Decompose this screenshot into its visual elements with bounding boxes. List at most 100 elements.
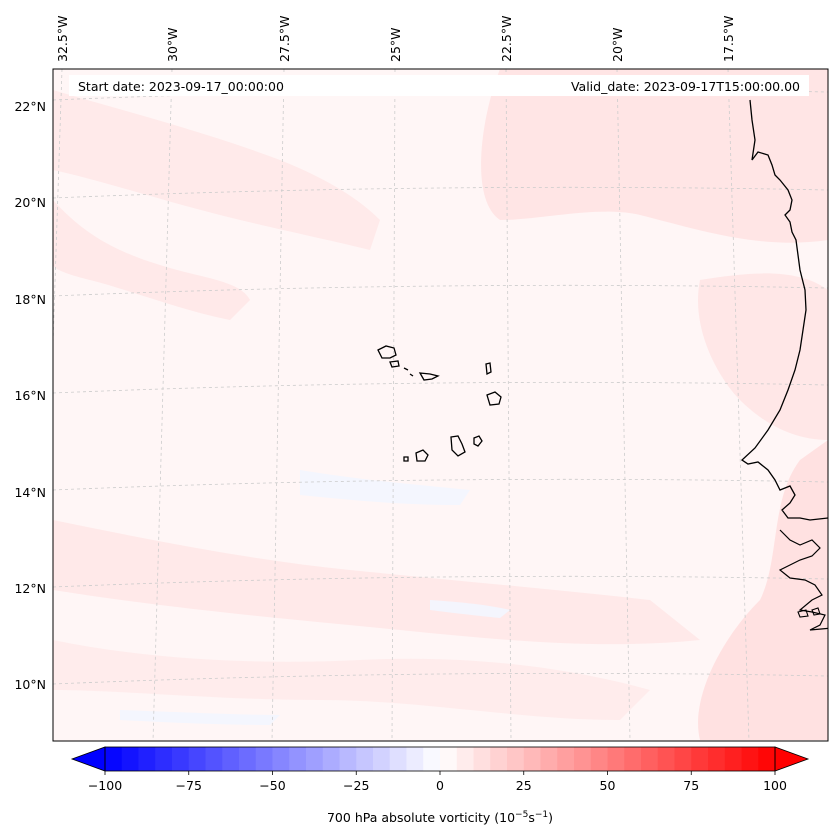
- island-branco: [409, 373, 414, 377]
- colorbar-segment: [758, 747, 776, 771]
- colorbar-segment: [155, 747, 173, 771]
- gridline-30w: [152, 69, 173, 741]
- island-sao-vicente: [389, 360, 400, 368]
- colorbar-segment: [523, 747, 542, 771]
- vorticity-band-south: [53, 520, 700, 645]
- colorbar-segment: [624, 747, 642, 771]
- colorbar-segment: [322, 747, 341, 771]
- colorbar-segment: [105, 747, 123, 771]
- gridline-20n: [53, 186, 828, 199]
- colorbar-segment: [507, 747, 525, 771]
- colorbar-segment: [490, 747, 508, 771]
- colorbar-segment: [423, 747, 441, 771]
- vorticity-coastal-band: [698, 440, 828, 740]
- island-fogo: [415, 449, 429, 462]
- lat-label-12n: 12°N: [14, 581, 46, 596]
- colorbar-segment: [557, 747, 575, 771]
- island-sal: [485, 362, 492, 376]
- colorbar-segment: [289, 747, 307, 771]
- colorbar-label-text: 700 hPa absolute vorticity (10: [327, 810, 515, 825]
- colorbar-segment: [456, 747, 475, 771]
- lat-label-20n: 20°N: [14, 195, 46, 210]
- vorticity-negative-patch-3: [430, 600, 510, 618]
- lon-label-17-5w: 17.5°W: [721, 16, 736, 62]
- longitude-labels: 32.5°W 30°W 27.5°W 25°W 22.5°W 20°W 17.5…: [55, 16, 736, 62]
- cabo-verde-islands: [377, 345, 502, 462]
- island-santo-antao: [377, 345, 397, 359]
- lon-label-30w: 30°W: [165, 27, 180, 62]
- island-1: [797, 609, 809, 618]
- colorbar-segment: [306, 747, 324, 771]
- colorbar-segment: [121, 747, 140, 771]
- lon-label-22-5w: 22.5°W: [499, 16, 514, 62]
- gridline-16n: [53, 381, 828, 394]
- colorbar-label-unit: s: [528, 810, 535, 825]
- map-frame: [52, 68, 829, 742]
- gridline-10n: [53, 672, 828, 685]
- lon-label-27-5w: 27.5°W: [277, 16, 292, 62]
- colorbar-segment: [724, 747, 743, 771]
- longitude-gridlines: [53, 69, 750, 741]
- colorbar-ticks: −100 −75 −50 −25 0 25 50 75 100: [88, 771, 787, 793]
- colorbar-tick-label: −100: [88, 778, 122, 793]
- gridline-18n: [53, 284, 828, 297]
- colorbar-segment: [741, 747, 759, 771]
- colorbar-segment: [440, 747, 458, 771]
- colorbar-tick-label: −75: [176, 778, 202, 793]
- colorbar-segment: [590, 747, 609, 771]
- colorbar-segment: [389, 747, 408, 771]
- vorticity-band-far-south: [53, 640, 650, 720]
- colorbar-segments: [105, 747, 776, 771]
- colorbar-segment: [205, 747, 223, 771]
- colorbar-segment: [255, 747, 274, 771]
- date-info-box: [69, 75, 809, 96]
- colorbar-segment: [540, 747, 558, 771]
- colorbar-segment: [406, 747, 424, 771]
- colorbar-segment: [239, 747, 257, 771]
- colorbar-segment: [473, 747, 491, 771]
- latitude-labels: 22°N 20°N 18°N 16°N 14°N 12°N 10°N: [14, 99, 46, 692]
- colorbar-segment: [339, 747, 357, 771]
- africa-coastline: [740, 99, 828, 521]
- lat-label-16n: 16°N: [14, 388, 46, 403]
- gridline-20w: [616, 69, 631, 741]
- colorbar-segment: [356, 747, 374, 771]
- vorticity-band-north: [481, 69, 828, 243]
- vorticity-blob-east: [698, 273, 828, 440]
- gridline-12n: [53, 575, 828, 588]
- colorbar-tick-label: −25: [343, 778, 369, 793]
- lon-label-20w: 20°W: [610, 27, 625, 62]
- island-santiago: [450, 435, 466, 457]
- map-panel: Start date: 2023-09-17_00:00:00 Valid_da…: [52, 68, 829, 742]
- colorbar-segment: [172, 747, 190, 771]
- lon-label-32-5w: 32.5°W: [55, 16, 70, 62]
- colorbar-segment: [138, 747, 156, 771]
- colorbar-tick-label: 75: [683, 778, 699, 793]
- island-santa-luzia: [403, 367, 409, 371]
- colorbar-segment: [657, 747, 676, 771]
- gridline-22-5w: [505, 69, 512, 741]
- colorbar-tick-label: −50: [259, 778, 285, 793]
- vorticity-field: Start date: 2023-09-17_00:00:00 Valid_da…: [53, 69, 828, 741]
- colorbar: −100 −75 −50 −25 0 25 50 75 100 700 hPa absolute…: [70, 746, 810, 825]
- colorbar-segment: [708, 747, 726, 771]
- colorbar-label-close: ): [548, 810, 553, 825]
- island-boa-vista: [486, 391, 502, 406]
- colorbar-tick-label: 50: [600, 778, 616, 793]
- lon-label-25w: 25°W: [388, 27, 403, 62]
- colorbar-segment: [641, 747, 659, 771]
- gridline-14n: [53, 478, 828, 491]
- gridline-25w: [391, 69, 396, 741]
- start-date-label: Start date: 2023-09-17_00:00:00: [78, 79, 284, 94]
- colorbar-tick-label: 25: [516, 778, 532, 793]
- island-sao-nicolau: [418, 372, 440, 381]
- colorbar-extend-low-arrow: [70, 746, 106, 772]
- colorbar-tick-label: 100: [763, 778, 787, 793]
- valid-date-label: Valid_date: 2023-09-17T15:00:00.00: [571, 79, 800, 94]
- colorbar-segment: [272, 747, 290, 771]
- island-brava: [403, 456, 409, 462]
- lat-label-22n: 22°N: [14, 99, 46, 114]
- colorbar-label-exp1: −5: [515, 810, 528, 820]
- colorbar-label-exp2: −1: [535, 810, 548, 820]
